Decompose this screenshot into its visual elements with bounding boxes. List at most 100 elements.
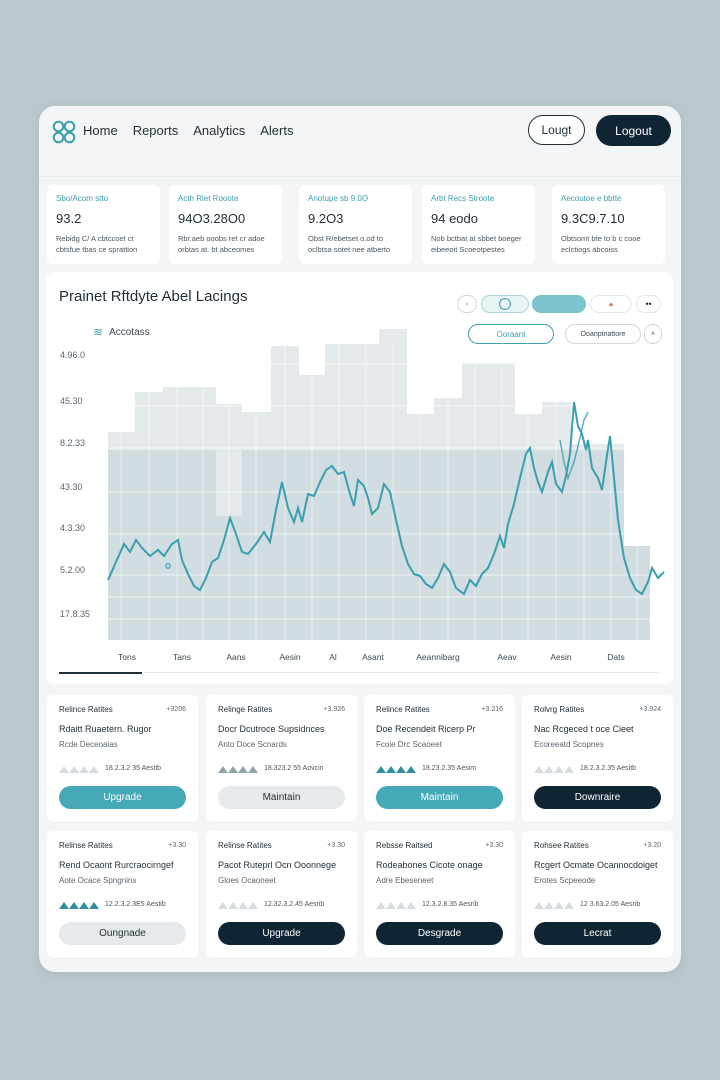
sparkline-icon — [534, 766, 574, 773]
card-title: Relince Ratites — [376, 705, 430, 714]
sparkline-icon — [376, 766, 416, 773]
upgrade-button[interactable]: Oungnade — [59, 922, 186, 945]
toggle-pill[interactable] — [481, 295, 529, 313]
top-navbar: Home Reports Analytics Alerts Lougt Logo… — [39, 106, 681, 158]
stat-label: Acth Rlet Rooote — [178, 194, 239, 203]
plan-card[interactable]: Rebsse Raitsed +3.30 Rodeabones Cicote o… — [364, 831, 515, 957]
card-meta: 12.32.3.2.45 Aesrib — [264, 901, 325, 908]
card-subtitle: Erotes Scpeeode — [534, 876, 596, 885]
alert-dot-icon: ● — [608, 299, 614, 309]
maintain-button[interactable]: Maintain — [218, 786, 345, 809]
stat-card[interactable]: Aecoutoe e bbtte 9.3C9.7.10 Obtsomt bte … — [552, 185, 665, 264]
card-code: +3.216 — [481, 706, 503, 713]
main-nav: Home Reports Analytics Alerts — [83, 123, 293, 138]
stat-label: Aecoutoe e bbtte — [561, 194, 622, 203]
card-meta: 18.323.2 55 Aovcin — [264, 765, 324, 772]
nav-home[interactable]: Home — [83, 123, 118, 138]
header-divider — [39, 176, 681, 177]
card-meta: 18.2.3.2 35 Aesitb — [105, 765, 162, 772]
maintain-button[interactable]: Maintain — [376, 786, 503, 809]
nav-alerts[interactable]: Alerts — [260, 123, 294, 138]
stat-value: 93.2 — [56, 211, 82, 226]
plan-card[interactable]: Relinse Ratites +3.30 Rend Ocaont Rurcra… — [47, 831, 198, 957]
chevron-left-icon[interactable]: ‹ — [457, 295, 477, 313]
logout-card-button[interactable]: Lecrat — [534, 922, 661, 945]
card-title: Relince Ratites — [59, 705, 113, 714]
downgrade-button[interactable]: Desgrade — [376, 922, 503, 945]
plan-card[interactable]: Rolvrg Ratites +3.924 Nac Rcgeced t oce … — [522, 695, 673, 821]
more-icon: •• — [645, 299, 652, 309]
card-code: +3.926 — [323, 706, 345, 713]
stat-value: 9.2O3 — [308, 211, 344, 226]
sparkline-icon — [218, 902, 258, 909]
card-name: Pacot Ruteprl Ocn Ooonnege — [218, 860, 337, 870]
x-tick: Aeav — [497, 652, 517, 662]
stat-description: Obtsomt bte to b c cooe eclctiogs abcoiss — [561, 234, 641, 254]
x-tick: Al — [329, 652, 337, 662]
card-meta: 18.2.3.2.35 Aesitb — [580, 765, 637, 772]
sparkline-icon — [534, 902, 574, 909]
main-series-line — [107, 401, 665, 596]
sparkline-icon — [59, 766, 99, 773]
card-title: Relinge Ratites — [218, 705, 273, 714]
more-pill[interactable]: •• — [636, 295, 661, 313]
logout-outline-button[interactable]: Lougt — [528, 115, 585, 145]
y-tick: 45.30 — [60, 396, 83, 406]
stat-card[interactable]: Sbo/Acom stto 93.2 Rebidg C/ A cbtccoet … — [47, 185, 160, 264]
card-title: Rolvrg Ratites — [534, 705, 585, 714]
nav-analytics[interactable]: Analytics — [193, 123, 246, 138]
app-logo-icon[interactable] — [52, 120, 76, 144]
sparkline-icon — [59, 902, 99, 909]
card-name: Nac Rcgeced t oce Cieet — [534, 724, 634, 734]
x-tick: Dats — [607, 652, 625, 662]
upgrade-button[interactable]: Upgrade — [59, 786, 186, 809]
plan-card[interactable]: Relinse Ratites +3.30 Pacot Ruteprl Ocn … — [206, 831, 357, 957]
card-meta: 12 3.63.2.05 Aesrib — [580, 901, 641, 908]
x-tick: Aans — [226, 652, 246, 662]
plan-card[interactable]: Relince Ratites +3206 Rdaitt Ruaetern. R… — [47, 695, 198, 821]
stat-card[interactable]: Arbt Recs Stroote 94 eodo Nob bctbat at … — [422, 185, 535, 264]
y-tick: 4.96.0 — [60, 350, 86, 360]
nav-reports[interactable]: Reports — [132, 123, 179, 138]
chart-tab-underline — [59, 672, 142, 674]
range-pill[interactable]: ● — [590, 295, 632, 313]
y-tick: 4.3.30 — [60, 523, 86, 533]
card-subtitle: Anto Doce Scnards — [218, 740, 287, 749]
card-code: +3.924 — [639, 706, 661, 713]
y-tick: 5.2.00 — [60, 565, 86, 575]
search-input[interactable]: Ooraant — [468, 324, 554, 344]
card-name: Rend Ocaont Rurcraocirngef — [59, 860, 174, 870]
card-meta: 12.3.2.8.35 Aesrib — [422, 901, 479, 908]
toggle-icon — [499, 298, 511, 310]
y-tick: 43.30 — [60, 482, 83, 492]
card-code: +3.30 — [485, 842, 503, 849]
x-tick: Tans — [173, 652, 191, 662]
stat-label: Arbt Recs Stroote — [431, 194, 495, 203]
card-subtitle: Adre Ebeseneet — [376, 876, 434, 885]
range-pill-active[interactable] — [532, 295, 586, 313]
stat-description: Nob bctbat at sbbet boeger eibeeoit Scoeo… — [431, 234, 522, 254]
card-name: Docr Dcutroce Supsidnces — [218, 724, 325, 734]
card-code: +3206 — [166, 706, 186, 713]
stat-description: Rebidg C/ A cbtccoet ct cbtsfue tbas ce s… — [56, 234, 138, 254]
card-title: Relinse Ratites — [218, 841, 272, 850]
stat-card[interactable]: Acth Rlet Rooote 94O3.28O0 Rbr.aeb ooobs… — [169, 185, 282, 264]
dashboard-window: Home Reports Analytics Alerts Lougt Logo… — [39, 106, 681, 972]
upgrade-button[interactable]: Upgrade — [218, 922, 345, 945]
y-tick: 8.2.33 — [60, 438, 86, 448]
chart-plot — [107, 329, 666, 640]
x-tick: Tons — [118, 652, 136, 662]
sparkline-icon — [218, 766, 258, 773]
stat-card[interactable]: Anotupe sb 9.0O 9.2O3 Obst R/ebetset o.o… — [299, 185, 412, 264]
plan-card[interactable]: Relince Ratites +3.216 Doe Recendeit Ric… — [364, 695, 515, 821]
plan-card[interactable]: Rohsee Ratites +3.20 Rcgert Ocmate Ocann… — [522, 831, 673, 957]
card-name: Rdaitt Ruaetern. Rugor — [59, 724, 152, 734]
downgrade-button[interactable]: Downraire — [534, 786, 661, 809]
view-dropdown[interactable]: Ooanptnattore — [565, 324, 641, 344]
x-tick: Asant — [362, 652, 384, 662]
card-code: +3.30 — [168, 842, 186, 849]
logout-button[interactable]: Logout — [596, 115, 671, 146]
x-tick: Aeannibarg — [416, 652, 460, 662]
chevron-up-icon[interactable]: ˄ — [644, 324, 662, 344]
plan-card[interactable]: Relinge Ratites +3.926 Docr Dcutroce Sup… — [206, 695, 357, 821]
